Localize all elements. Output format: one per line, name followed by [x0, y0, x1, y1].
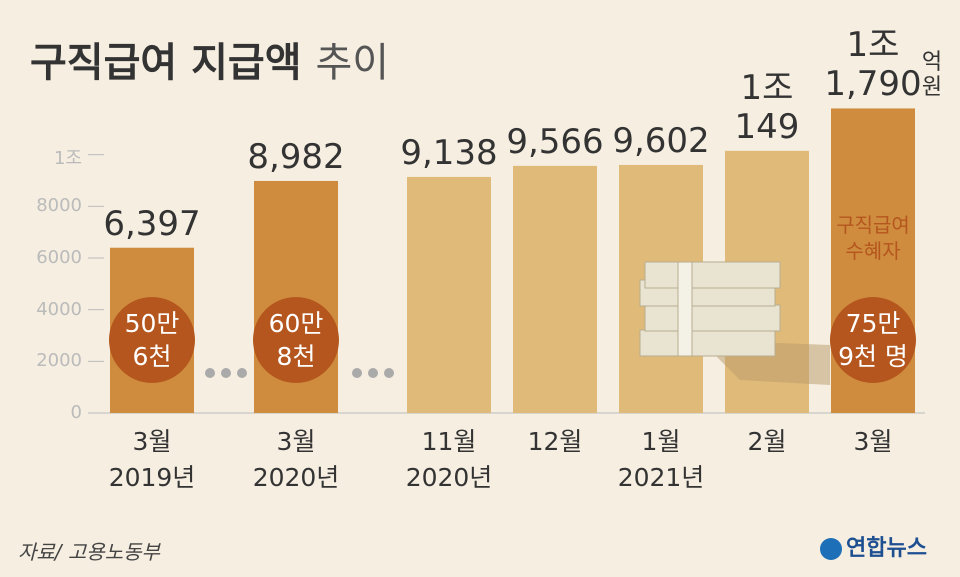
value-label: 9,602 [612, 120, 710, 161]
x-tick-label: 11월 2020년 [405, 427, 493, 493]
money-bundle [644, 304, 781, 332]
recipients-label: 50만 6천 [124, 309, 180, 371]
bar [407, 176, 491, 413]
value-label: 6,397 [103, 203, 201, 244]
value-unit: 억원 [921, 49, 943, 101]
recipients-circle [109, 297, 195, 383]
x-tick-label: 1월 2021년 [617, 427, 705, 493]
recipients-title: 구직급여 수혜자 [836, 213, 910, 263]
recipients-circle [830, 297, 916, 383]
y-tick-label: 8000 [36, 195, 82, 217]
x-tick-label: 2월 [747, 427, 787, 456]
title: 구직급여 지급액 추이 [30, 40, 390, 86]
y-tick-label: 0 [70, 402, 82, 423]
money-bundle [639, 329, 776, 357]
bar [513, 165, 597, 413]
value-label: 8,982 [247, 136, 345, 177]
y-tick-label: 2000 [36, 350, 82, 372]
x-tick-label: 3월 2020년 [252, 427, 340, 493]
logo: 연합뉴스 [820, 530, 927, 562]
x-tick-label: 12월 [527, 427, 583, 456]
ellipsis [205, 368, 394, 378]
y-tick-label: 6000 [36, 247, 82, 268]
recipients-label: 75만 9천 명 [838, 309, 908, 371]
value-label: 1조 149 [734, 67, 800, 147]
money-bundle [644, 261, 781, 289]
value-label: 1조 1,790 억원 [824, 25, 943, 105]
y-tick-label: 4000 [36, 298, 82, 320]
recipients-label: 60만 8천 [268, 309, 324, 371]
recipients-circle [253, 297, 339, 383]
source: 자료/ 고용노동부 [18, 540, 160, 564]
value-label: 9,138 [400, 132, 498, 173]
value-label: 9,566 [506, 121, 604, 162]
x-tick-label: 3월 2019년 [108, 427, 196, 493]
x-tick-label: 3월 [853, 427, 893, 456]
money-band [677, 261, 693, 357]
y-tick-label: 1조 [53, 147, 82, 169]
